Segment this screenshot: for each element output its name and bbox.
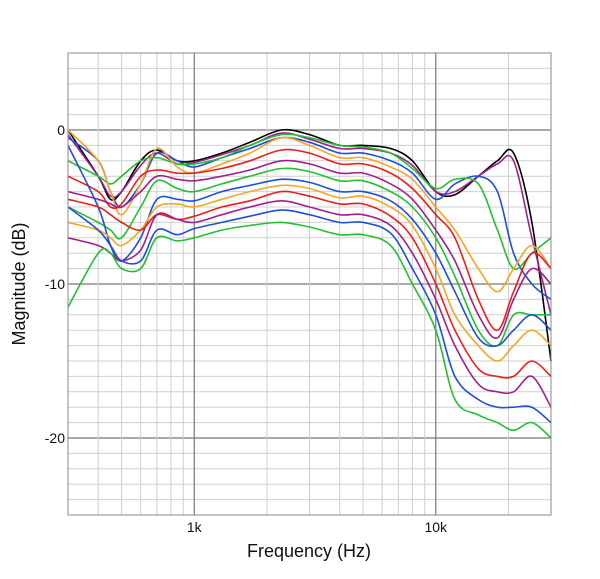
series-line-curve-14 [67,221,552,439]
curves [67,128,552,439]
series-line-curve-13 [67,206,552,424]
x-tick-label: 10k [424,519,448,535]
y-tick-label: -20 [45,430,65,446]
series-line-curve-5 [67,129,552,293]
y-tick-label: -10 [45,276,65,292]
series-line-curve-3 [67,136,552,301]
y-axis-label: Magnitude (dB) [9,222,29,345]
series-line-curve-11 [67,190,552,379]
x-tick-label: 1k [187,519,203,535]
series-line-curve-9 [67,145,552,348]
series-line-curve-6 [67,148,552,331]
plot-frame [67,52,552,516]
grid [67,52,552,516]
tick-labels: 1k 10k 0 -10 -20 [45,122,448,535]
series-line-curve-10 [67,184,552,362]
series-line-curve-8 [67,167,551,347]
series-line-curve-4 [67,133,552,271]
y-tick-label: 0 [57,122,65,138]
x-axis-label: Frequency (Hz) [247,541,371,561]
series-line-curve-2 [67,132,552,315]
series-line-curve-1 [67,128,552,362]
series-line-curve-12 [67,199,552,408]
series-line-curve-7 [67,159,552,339]
